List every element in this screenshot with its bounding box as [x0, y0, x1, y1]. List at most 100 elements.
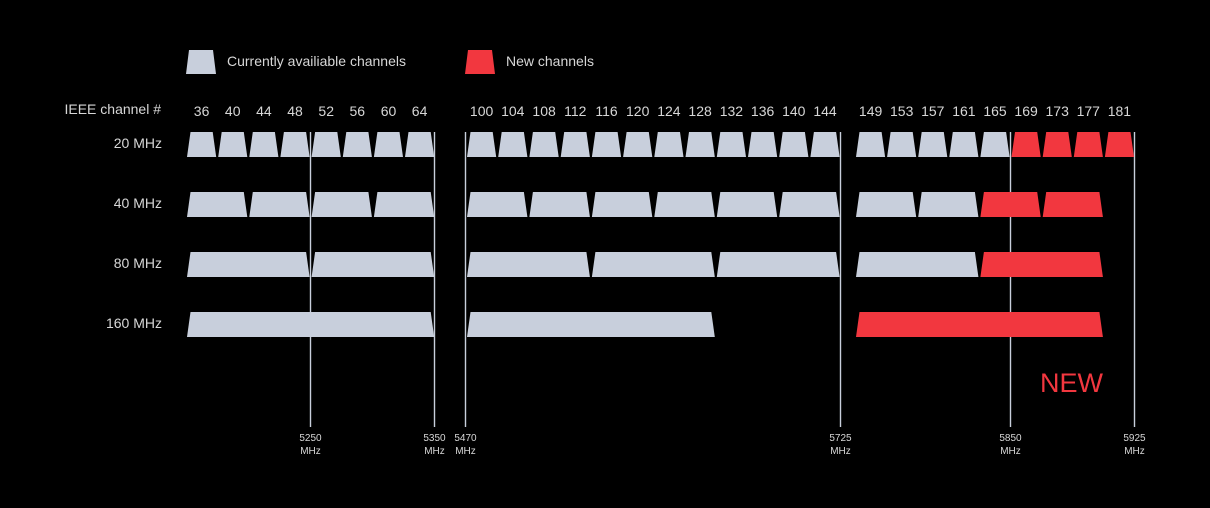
legend-current-swatch-shape — [186, 50, 216, 74]
channel-number-181: 181 — [1108, 103, 1132, 119]
channel-block-80mhz-149-161 — [856, 252, 979, 277]
channel-block-20mhz-104 — [498, 132, 528, 157]
channel-block-80mhz-52-64 — [311, 252, 435, 277]
channel-number-140: 140 — [782, 103, 806, 119]
channel-number-40: 40 — [225, 103, 241, 119]
channel-block-40mhz-140-144 — [779, 192, 840, 217]
channel-block-20mhz-64 — [405, 132, 435, 157]
channel-block-40mhz-173-177 — [1042, 192, 1103, 217]
channel-block-20mhz-44 — [249, 132, 279, 157]
freq-label-5350: 5350 — [423, 433, 446, 444]
channel-block-40mhz-132-136 — [716, 192, 778, 217]
freq-unit-5725: MHz — [830, 446, 851, 457]
channel-block-40mhz-116-120 — [591, 192, 653, 217]
channel-block-20mhz-100 — [467, 132, 497, 157]
row-label-20mhz: 20 MHz — [113, 135, 162, 151]
channel-number-48: 48 — [287, 103, 303, 119]
channel-number-157: 157 — [921, 103, 945, 119]
channel-number-64: 64 — [412, 103, 428, 119]
channel-block-20mhz-36 — [187, 132, 217, 157]
channel-block-40mhz-52-56 — [311, 192, 372, 217]
channel-number-173: 173 — [1046, 103, 1070, 119]
channel-block-20mhz-140 — [779, 132, 809, 157]
channel-block-40mhz-100-104 — [467, 192, 528, 217]
channel-block-20mhz-56 — [342, 132, 372, 157]
channel-number-100: 100 — [470, 103, 494, 119]
channel-block-80mhz-36-48 — [187, 252, 310, 277]
channel-number-177: 177 — [1077, 103, 1101, 119]
channel-block-20mhz-144 — [810, 132, 840, 157]
channel-number-128: 128 — [688, 103, 712, 119]
channel-blocks — [187, 132, 1134, 337]
freq-label-5925: 5925 — [1123, 433, 1146, 444]
channel-block-20mhz-157 — [918, 132, 948, 157]
channel-block-80mhz-100-112 — [467, 252, 590, 277]
freq-label-5250: 5250 — [299, 433, 322, 444]
channel-block-20mhz-153 — [887, 132, 917, 157]
legend-current-swatch-icon — [186, 50, 216, 74]
channel-number-116: 116 — [595, 103, 618, 119]
frequency-labels: 5250 MHz 5350 MHz 5470 MHz 5725 MHz 5850 MHz 5925 M… — [299, 433, 1146, 457]
channel-number-52: 52 — [318, 103, 334, 119]
legend-new-swatch-shape — [465, 50, 495, 74]
channel-block-20mhz-108 — [529, 132, 559, 157]
channel-block-20mhz-48 — [280, 132, 310, 157]
legend-new-swatch-icon — [465, 50, 495, 74]
legend-new-label: New channels — [506, 53, 594, 69]
channel-number-104: 104 — [501, 103, 525, 119]
channel-block-40mhz-157-161 — [918, 192, 979, 217]
freq-label-5850: 5850 — [999, 433, 1022, 444]
channel-labels: 36 40 44 48 52 56 60 64 100 104 108 112 116 120 124 128… — [194, 103, 1131, 119]
channel-block-160mhz-36-64 — [187, 312, 435, 337]
freq-unit-5250: MHz — [300, 446, 321, 457]
channel-block-20mhz-60 — [373, 132, 403, 157]
row-label-160mhz: 160 MHz — [105, 315, 162, 331]
channel-number-112: 112 — [564, 103, 587, 119]
channel-number-144: 144 — [813, 103, 837, 119]
freq-unit-5850: MHz — [1000, 446, 1021, 457]
channel-block-80mhz-116-128 — [591, 252, 715, 277]
channel-number-153: 153 — [890, 103, 914, 119]
freq-label-5470: 5470 — [454, 433, 477, 444]
channel-block-160mhz-100-128 — [467, 312, 715, 337]
channel-number-165: 165 — [983, 103, 1007, 119]
channel-block-40mhz-149-153 — [856, 192, 917, 217]
channel-block-20mhz-112 — [560, 132, 590, 157]
channel-number-149: 149 — [859, 103, 883, 119]
channel-block-20mhz-128 — [685, 132, 715, 157]
freq-unit-5470: MHz — [455, 446, 476, 457]
legend-current-label: Currently availiable channels — [227, 53, 406, 69]
channel-number-169: 169 — [1014, 103, 1038, 119]
channel-number-120: 120 — [626, 103, 650, 119]
channel-block-20mhz-124 — [654, 132, 684, 157]
channel-block-20mhz-136 — [748, 132, 778, 157]
channel-block-80mhz-165-177 — [980, 252, 1103, 277]
channel-block-20mhz-132 — [716, 132, 746, 157]
ieee-channel-header: IEEE channel # — [64, 101, 161, 117]
channel-number-44: 44 — [256, 103, 272, 119]
channel-block-20mhz-161 — [949, 132, 979, 157]
channel-block-80mhz-132-144 — [716, 252, 840, 277]
channel-number-161: 161 — [952, 103, 976, 119]
channel-block-20mhz-116 — [591, 132, 622, 157]
channel-block-20mhz-40 — [218, 132, 248, 157]
new-badge: NEW — [1040, 368, 1103, 398]
channel-block-40mhz-165-169 — [980, 192, 1041, 217]
channel-number-56: 56 — [350, 103, 366, 119]
channel-block-40mhz-60-64 — [373, 192, 435, 217]
channel-block-40mhz-108-112 — [529, 192, 590, 217]
channel-block-20mhz-120 — [623, 132, 653, 157]
channel-block-20mhz-177 — [1073, 132, 1103, 157]
channel-number-60: 60 — [381, 103, 397, 119]
channel-block-160mhz-149-177 — [856, 312, 1103, 337]
channel-number-124: 124 — [657, 103, 681, 119]
channel-number-108: 108 — [532, 103, 556, 119]
channel-block-20mhz-52 — [311, 132, 341, 157]
channel-block-20mhz-173 — [1042, 132, 1072, 157]
freq-unit-5925: MHz — [1124, 446, 1145, 457]
freq-label-5725: 5725 — [829, 433, 852, 444]
row-label-80mhz: 80 MHz — [113, 255, 162, 271]
channel-block-20mhz-165 — [980, 132, 1010, 157]
channel-block-20mhz-169 — [1011, 132, 1041, 157]
